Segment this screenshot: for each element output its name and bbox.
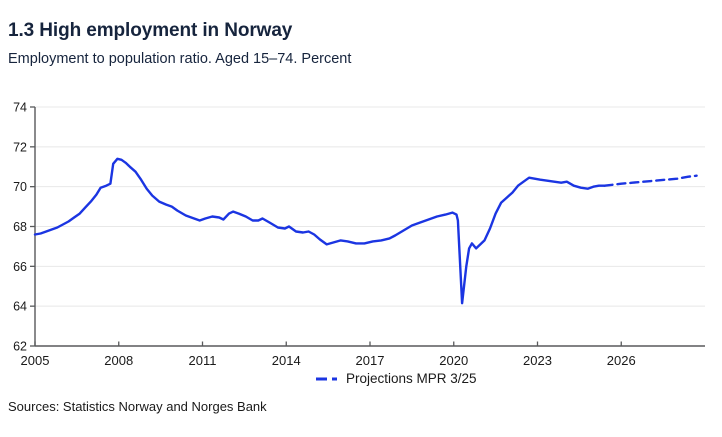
x-tick-label: 2014 bbox=[272, 353, 301, 368]
x-tick-label: 2026 bbox=[607, 353, 636, 368]
x-tick-label: 2011 bbox=[189, 353, 217, 368]
projection-line bbox=[603, 174, 698, 187]
x-tick-label: 2017 bbox=[356, 353, 385, 368]
x-tick-label: 2008 bbox=[104, 353, 133, 368]
chart-title: 1.3 High employment in Norway bbox=[8, 20, 293, 41]
y-tick-label: 62 bbox=[13, 340, 27, 354]
y-tick-label: 64 bbox=[13, 300, 27, 314]
x-tick-label: 2020 bbox=[439, 353, 468, 368]
chart-subtitle: Employment to population ratio. Aged 15–… bbox=[8, 51, 352, 67]
projection-dash-icon bbox=[316, 377, 341, 380]
y-tick-label: 74 bbox=[13, 101, 27, 115]
y-tick-label: 72 bbox=[13, 140, 27, 154]
x-tick-label: 2005 bbox=[21, 353, 50, 368]
sources-text: Sources: Statistics Norway and Norges Ba… bbox=[8, 399, 267, 414]
x-tick-label: 2023 bbox=[523, 353, 552, 368]
y-tick-label: 68 bbox=[13, 220, 27, 234]
legend-label: Projections MPR 3/25 bbox=[346, 371, 477, 386]
y-tick-label: 66 bbox=[13, 260, 27, 274]
legend: Projections MPR 3/25 bbox=[316, 371, 477, 386]
history-line bbox=[33, 157, 606, 305]
y-tick-label: 70 bbox=[13, 180, 27, 194]
